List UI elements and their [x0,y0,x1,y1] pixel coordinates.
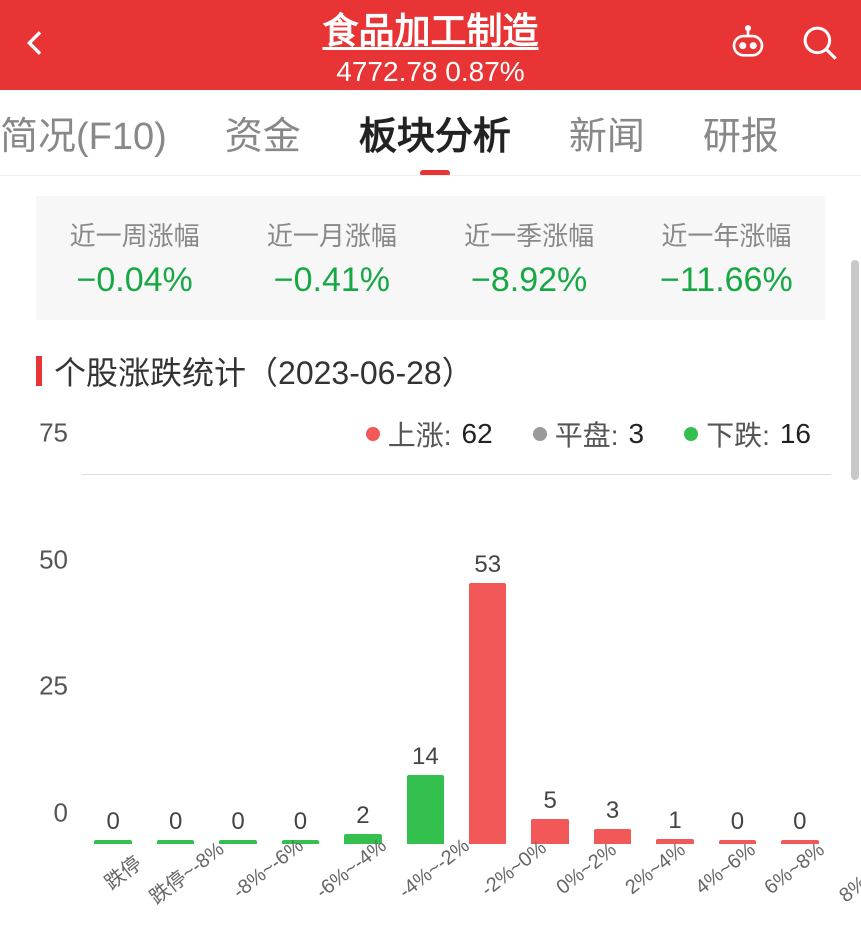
bar [219,840,256,844]
legend-down-count: 16 [780,418,811,450]
bar-value-label: 0 [107,808,120,836]
nav-tabs: 简况(F10) 资金 板块分析 新闻 研报 [0,90,861,176]
bar-slot: 0 [82,475,144,844]
stat-value: −0.04% [36,261,233,300]
tab-item[interactable]: 新闻 [569,105,645,160]
stat-label: 近一周涨幅 [36,216,233,253]
legend-flat-count: 3 [628,418,644,450]
back-button[interactable] [20,27,52,64]
index-change: 0.87% [445,56,524,87]
bar-slot: 1 [644,475,706,844]
stat-value: −11.66% [628,261,825,300]
tab-item[interactable]: 资金 [225,105,301,160]
period-stat: 近一月涨幅 −0.41% [233,216,430,300]
stat-label: 近一季涨幅 [431,216,628,253]
legend-up-dot [366,427,380,441]
app-header: 食品加工制造 4772.78 0.87% [0,0,861,90]
y-axis: 0255075 [14,464,74,844]
legend-down-label: 下跌: [706,414,770,454]
stat-label: 近一年涨幅 [628,216,825,253]
bar-slot: 53 [457,475,519,844]
distribution-chart: 0255075 00002145353100 跌停跌停~-8%-8%~-6%-6… [44,464,841,924]
chart-legend: 上涨: 62 平盘: 3 下跌: 16 [0,414,861,464]
legend-down-dot [684,427,698,441]
stat-label: 近一月涨幅 [233,216,430,253]
header-title-block[interactable]: 食品加工制造 4772.78 0.87% [322,2,538,88]
bar-slot: 5 [519,475,581,844]
legend-flat-dot [533,427,547,441]
bar [469,583,506,844]
section-title-text: 个股涨跌统计 [54,348,246,394]
legend-up-count: 62 [462,418,493,450]
bar-value-label: 0 [294,808,307,836]
search-icon[interactable] [799,22,841,69]
bar-value-label: 5 [543,787,556,815]
bar-value-label: 53 [474,551,501,579]
section-date: （2023-06-28） [246,348,474,394]
stat-value: −0.41% [233,261,430,300]
bar-value-label: 0 [169,808,182,836]
bar-slot: 0 [269,475,331,844]
bar-value-label: 14 [412,743,439,771]
legend-up-label: 上涨: [388,414,452,454]
period-stats-row: 近一周涨幅 −0.04%近一月涨幅 −0.41%近一季涨幅 −8.92%近一年涨幅 −1… [36,196,825,320]
bar-value-label: 3 [606,797,619,825]
legend-down: 下跌: 16 [684,414,811,454]
page-scrollbar[interactable] [851,260,859,480]
section-accent-bar [36,356,42,386]
y-tick: 50 [39,544,68,575]
bar-value-label: 0 [231,808,244,836]
bars-container: 00002145353100 [82,475,831,844]
y-tick: 75 [39,418,68,449]
index-subtitle: 4772.78 0.87% [322,56,538,88]
plot-area: 00002145353100 [82,474,831,844]
legend-flat: 平盘: 3 [533,414,644,454]
period-stat: 近一年涨幅 −11.66% [628,216,825,300]
bar-slot: 2 [332,475,394,844]
period-stat: 近一周涨幅 −0.04% [36,216,233,300]
robot-icon[interactable] [727,22,769,69]
section-heading: 个股涨跌统计 （2023-06-28） [36,348,825,394]
bar-slot: 0 [144,475,206,844]
tab-item[interactable]: 简况(F10) [0,105,167,160]
bar-slot: 0 [207,475,269,844]
tab-item[interactable]: 板块分析 [359,105,511,160]
bar-slot: 0 [706,475,768,844]
y-tick: 0 [54,798,68,829]
y-tick: 25 [39,671,68,702]
bar-slot: 3 [581,475,643,844]
period-stat: 近一季涨幅 −8.92% [431,216,628,300]
x-axis: 跌停跌停~-8%-8%~-6%-6%~-4%-4%~-2%-2%~0%0%~2%… [82,846,831,924]
stat-value: −8.92% [431,261,628,300]
bar-slot: 0 [769,475,831,844]
tab-item[interactable]: 研报 [703,105,779,160]
legend-up: 上涨: 62 [366,414,493,454]
bar-slot: 14 [394,475,456,844]
index-value: 4772.78 [336,56,437,87]
sector-title: 食品加工制造 [322,2,538,54]
legend-flat-label: 平盘: [555,414,619,454]
